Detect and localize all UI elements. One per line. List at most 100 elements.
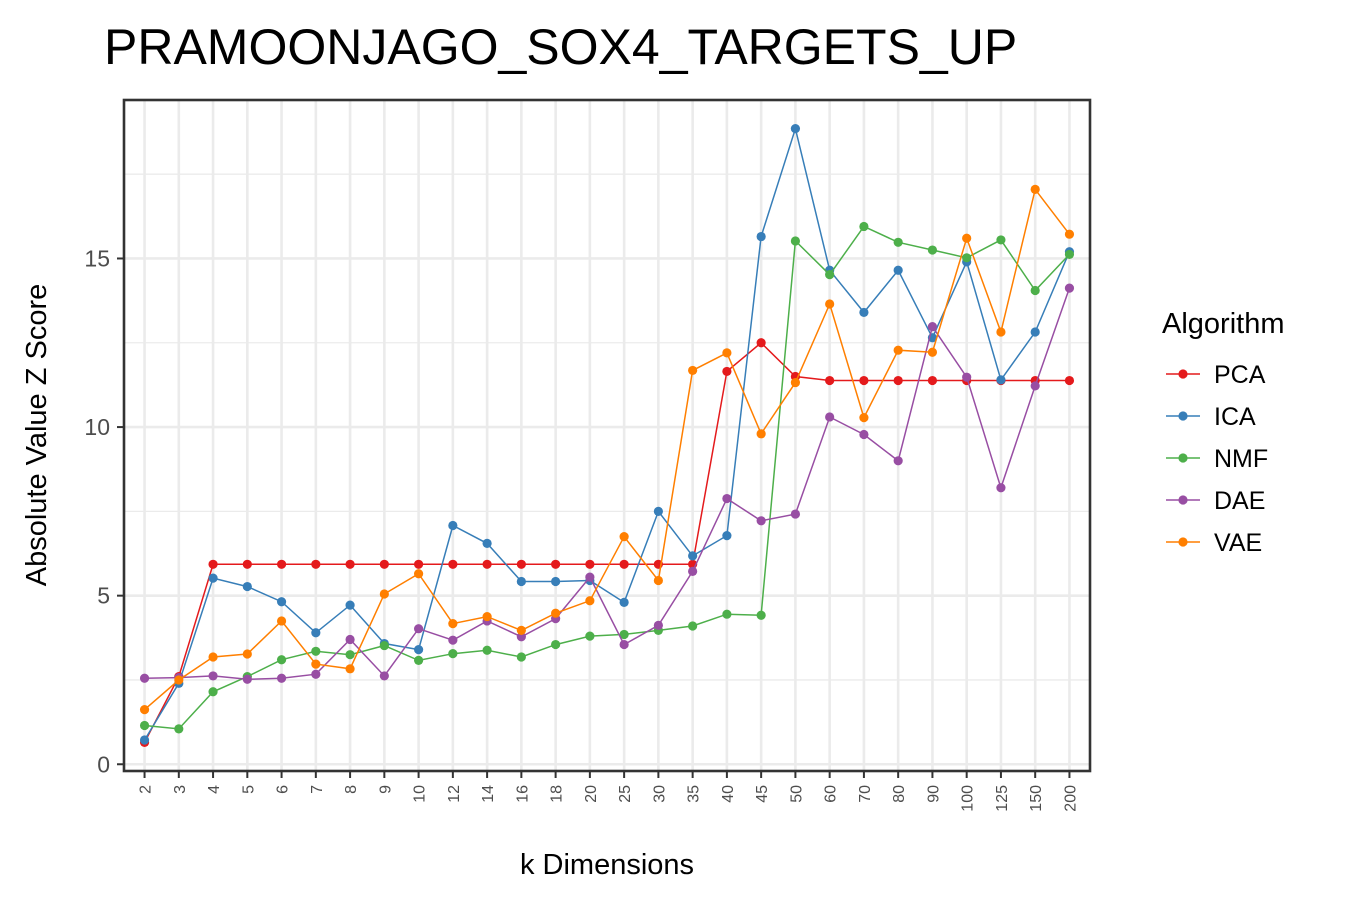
data-point [379, 671, 389, 681]
data-point [242, 559, 252, 569]
data-point [585, 596, 595, 606]
data-point [413, 559, 424, 569]
data-point [516, 632, 526, 642]
series-ica [139, 124, 1075, 745]
data-point [448, 559, 458, 569]
x-tick-label: 3 [172, 785, 189, 794]
data-point [1064, 283, 1075, 293]
data-point [242, 674, 252, 684]
data-point [619, 532, 629, 542]
x-tick-label: 9 [377, 785, 394, 794]
data-point [276, 673, 287, 683]
x-tick-label: 125 [994, 785, 1011, 812]
data-point [1064, 249, 1075, 260]
data-point [825, 375, 835, 386]
data-point [893, 456, 903, 466]
data-point [448, 520, 458, 531]
data-point [276, 559, 287, 569]
data-point [345, 664, 355, 674]
data-point [551, 559, 561, 569]
data-point [448, 649, 458, 659]
data-point [790, 377, 801, 388]
data-point [927, 375, 938, 386]
data-point [413, 655, 424, 666]
x-tick-label: 20 [583, 785, 600, 803]
data-point [585, 559, 595, 569]
x-tick-label: 100 [960, 785, 977, 812]
data-point [962, 253, 972, 263]
data-point [722, 531, 732, 541]
data-point [139, 735, 150, 745]
data-point [927, 347, 938, 357]
data-point [996, 375, 1006, 385]
data-point [585, 572, 595, 582]
data-point [276, 616, 287, 626]
data-point [413, 624, 424, 634]
series-line [143, 125, 1071, 741]
data-point [859, 307, 869, 318]
data-point [825, 270, 835, 280]
data-point [448, 619, 458, 629]
y-tick-label: 0 [97, 751, 110, 777]
series-layer [139, 124, 1075, 747]
data-point [242, 581, 252, 592]
data-point [1030, 381, 1040, 391]
data-point [893, 237, 903, 247]
data-point [311, 659, 321, 669]
chart-title: PRAMOONJAGO_SOX4_TARGETS_UP [104, 19, 1017, 75]
data-point [516, 576, 526, 587]
legend-key-point [1178, 411, 1188, 421]
x-tick-label: 60 [823, 785, 840, 803]
data-point [619, 597, 629, 608]
data-point [927, 245, 938, 255]
data-point [1064, 229, 1075, 239]
data-point [345, 559, 355, 569]
data-point [722, 366, 732, 377]
legend-item-pca: PCA [1166, 361, 1266, 389]
data-point [551, 608, 561, 618]
data-point [653, 620, 663, 630]
data-point [859, 413, 869, 423]
series-pca [139, 338, 1075, 747]
legend-item-nmf: NMF [1166, 445, 1268, 473]
data-point [996, 235, 1006, 245]
data-point [688, 621, 698, 631]
data-point [345, 634, 355, 645]
data-point [1030, 327, 1040, 337]
data-point [825, 412, 835, 422]
data-point [208, 687, 218, 697]
x-tick-label: 25 [617, 785, 634, 803]
data-point [962, 372, 972, 382]
x-tick-label: 50 [788, 785, 805, 803]
data-point [208, 671, 218, 681]
x-tick-label: 30 [651, 785, 668, 803]
data-point [756, 516, 766, 526]
x-tick-label: 90 [925, 785, 942, 803]
data-point [756, 338, 766, 348]
series-dae [139, 283, 1075, 684]
data-point [379, 589, 389, 599]
legend-key-point [1178, 495, 1188, 505]
data-point [276, 655, 287, 665]
data-point [722, 348, 732, 358]
data-point [482, 538, 492, 548]
data-point [448, 635, 458, 645]
x-tick-label: 6 [275, 785, 292, 794]
x-axis: 2 3 4 5 6 7 8 9 10 12 14 16 18 20 25 30 35 40 45 50 60 70 80 90… [138, 771, 1079, 812]
data-point [790, 509, 801, 519]
x-tick-label: 7 [309, 785, 326, 794]
x-tick-label: 10 [412, 785, 429, 803]
data-point [516, 559, 526, 569]
panel-border [122, 98, 1092, 773]
legend-label: DAE [1214, 487, 1265, 515]
data-point [516, 652, 526, 662]
legend-key-point [1178, 537, 1188, 547]
x-tick-label: 16 [514, 785, 531, 803]
x-tick-label: 2 [138, 785, 155, 794]
data-point [688, 365, 698, 376]
data-point [379, 640, 389, 651]
data-point [551, 576, 561, 587]
grid-lines [124, 100, 1090, 771]
legend-title: Algorithm [1162, 308, 1285, 340]
data-point [996, 483, 1006, 493]
